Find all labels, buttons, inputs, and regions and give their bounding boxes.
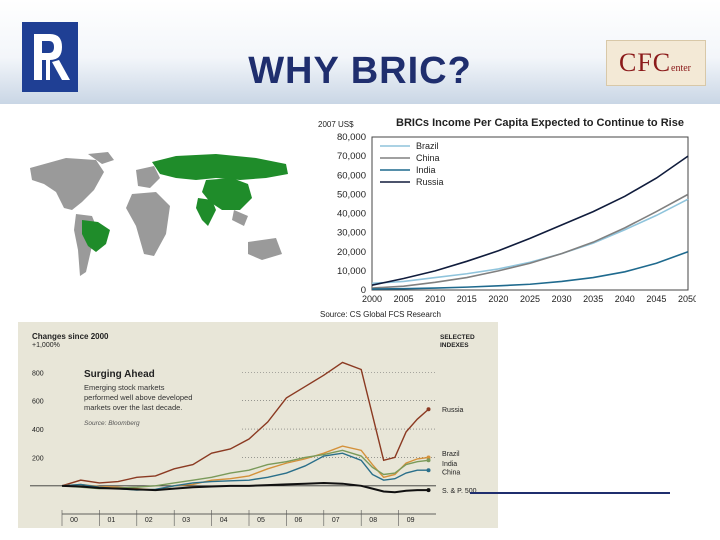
bric-legend-label: India: [416, 165, 436, 175]
bric-y-tick-label: 0: [361, 285, 366, 296]
bric-series-line-china: [371, 193, 689, 289]
surge-x-tick-label: 08: [369, 517, 377, 524]
bric-series-line-india: [371, 250, 689, 290]
india-shape: [196, 198, 216, 226]
bric-y-tick-label: 50,000: [337, 189, 366, 200]
surge-series-endpoint: [426, 468, 431, 473]
surge-series-label: India: [442, 461, 457, 468]
surge-legend-title: SELECTED INDEXES: [440, 334, 476, 349]
bric-x-tick-label: 2045: [646, 294, 666, 304]
map-base-continents: [30, 152, 282, 276]
surge-y-tick-label: +1,000%: [32, 342, 60, 349]
surge-x-tick-label: 03: [182, 517, 190, 524]
bric-y-tick-label: 20,000: [337, 247, 366, 258]
surge-y-tick-label: 400: [32, 427, 44, 434]
bric-world-map: [30, 152, 288, 276]
bric-x-tick-label: 2040: [615, 294, 635, 304]
bric-chart-source: Source: CS Global FCS Research: [320, 310, 441, 319]
surge-x-tick-label: 02: [145, 517, 153, 524]
surge-x-tick-label: 04: [220, 517, 228, 524]
russia-shape: [152, 154, 288, 180]
surge-chart-subtitle: Surging Ahead: [84, 369, 155, 380]
brazil-shape: [82, 220, 110, 252]
bric-y-tick-label: 70,000: [337, 151, 366, 162]
surge-y-tick-label: 200: [32, 455, 44, 462]
surge-chart-note: Emerging stock markets performed well ab…: [84, 383, 195, 412]
surge-series-endpoint: [426, 458, 431, 463]
bric-x-tick-label: 2015: [457, 294, 477, 304]
bric-series-line-russia: [371, 155, 689, 287]
bric-y-tick-label: 30,000: [337, 228, 366, 239]
china-shape: [202, 178, 252, 210]
slide-title: WHY BRIC?: [248, 50, 472, 92]
bric-x-tick-label: 2025: [520, 294, 540, 304]
surge-chart-background: [18, 322, 498, 528]
cfc-logo-subtext: enter: [671, 63, 691, 74]
bric-y-tick-label: 60,000: [337, 170, 366, 181]
surge-series-label: China: [442, 470, 460, 477]
slide-header: WHY BRIC? CFC enter: [0, 0, 720, 104]
bric-x-tick-label: 2035: [583, 294, 603, 304]
surge-x-tick-label: 05: [257, 517, 265, 524]
slide-divider-line: [470, 492, 670, 494]
bric-chart-title: BRICs Income Per Capita Expected to Cont…: [396, 117, 684, 129]
surge-x-tick-label: 01: [108, 517, 116, 524]
surge-y-tick-label: 800: [32, 370, 44, 377]
surge-series-line: [61, 449, 429, 490]
bric-plot-area: [371, 136, 689, 291]
bric-x-tick-label: 2030: [552, 294, 572, 304]
bric-series-line-brazil: [371, 198, 689, 285]
surge-series-endpoint: [426, 455, 431, 460]
cfc-logo: CFC enter: [606, 40, 706, 86]
bric-x-tick-label: 2010: [425, 294, 445, 304]
hse-logo-icon: [22, 22, 78, 92]
surge-series-label: S. & P. 500: [442, 488, 477, 495]
surge-x-tick-label: 06: [295, 517, 303, 524]
bric-x-tick-label: 2020: [488, 294, 508, 304]
cfc-logo-text: CFC: [619, 48, 672, 77]
bric-chart-ylabel: 2007 US$: [318, 120, 354, 129]
bric-legend-label: Russia: [416, 177, 444, 187]
bric-x-tick-label: 2000: [362, 294, 382, 304]
surge-series-line: [61, 481, 429, 494]
bric-y-tick-label: 10,000: [337, 266, 366, 277]
surge-x-tick-label: 09: [407, 517, 415, 524]
bric-income-chart: 2007 US$ BRICs Income Per Capita Expecte…: [318, 117, 696, 319]
bric-y-tick-label: 80,000: [337, 132, 366, 143]
surge-series-endpoint: [426, 407, 431, 412]
surge-x-tick-label: 07: [332, 517, 340, 524]
bric-x-tick-label: 2050: [678, 294, 696, 304]
surging-ahead-chart: Changes since 2000 Surging Ahead Emergin…: [18, 322, 498, 528]
bric-y-tick-label: 40,000: [337, 209, 366, 220]
map-highlight-bric: [82, 154, 288, 252]
surge-series-endpoint: [426, 488, 431, 493]
surge-chart-title: Changes since 2000: [32, 332, 109, 341]
surge-series-line: [61, 361, 429, 487]
surge-series-label: Russia: [442, 407, 464, 414]
surge-chart-source: Source: Bloomberg: [84, 420, 140, 427]
surge-y-tick-label: 600: [32, 399, 44, 406]
bric-legend-label: Brazil: [416, 141, 439, 151]
bric-x-tick-label: 2005: [394, 294, 414, 304]
surge-x-tick-label: 00: [70, 517, 78, 524]
bric-legend-label: China: [416, 153, 440, 163]
surge-series-label: Brazil: [442, 451, 460, 458]
